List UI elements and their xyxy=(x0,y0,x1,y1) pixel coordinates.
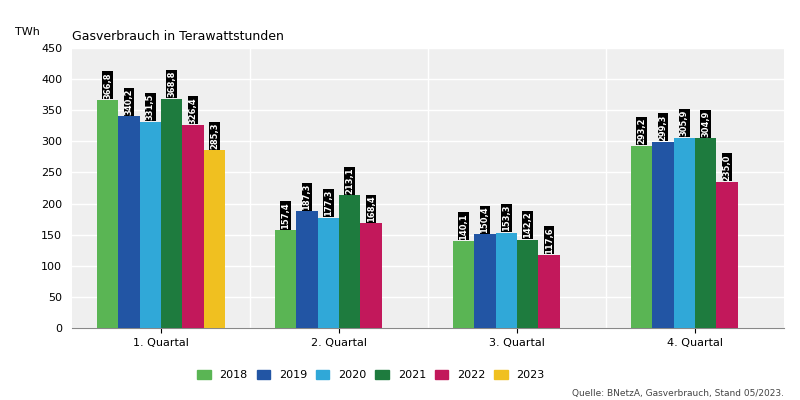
Bar xyxy=(182,125,204,328)
Bar xyxy=(161,98,182,328)
Text: 150,4: 150,4 xyxy=(481,206,490,233)
Text: 304,9: 304,9 xyxy=(701,111,710,137)
Bar xyxy=(496,233,517,328)
Bar xyxy=(695,138,716,328)
Bar xyxy=(517,240,538,328)
Text: 235,0: 235,0 xyxy=(722,154,731,180)
Bar xyxy=(140,122,161,328)
Text: 187,3: 187,3 xyxy=(302,184,311,210)
Bar xyxy=(631,146,652,328)
Bar xyxy=(318,218,339,328)
Text: 366,8: 366,8 xyxy=(103,72,112,98)
Legend: 2018, 2019, 2020, 2021, 2022, 2023: 2018, 2019, 2020, 2021, 2022, 2023 xyxy=(198,370,545,380)
Bar xyxy=(716,182,738,328)
Bar xyxy=(97,100,118,328)
Text: Quelle: BNetzA, Gasverbrauch, Stand 05/2023.: Quelle: BNetzA, Gasverbrauch, Stand 05/2… xyxy=(572,389,784,398)
Text: TWh: TWh xyxy=(15,27,40,37)
Bar xyxy=(204,150,225,328)
Text: 293,2: 293,2 xyxy=(637,118,646,144)
Bar xyxy=(296,212,318,328)
Text: 305,9: 305,9 xyxy=(680,110,689,136)
Bar xyxy=(275,230,296,328)
Text: 140,1: 140,1 xyxy=(459,213,468,240)
Bar xyxy=(652,142,674,328)
Text: 331,5: 331,5 xyxy=(146,94,155,120)
Text: 168,4: 168,4 xyxy=(366,195,375,222)
Text: 368,8: 368,8 xyxy=(167,71,176,97)
Bar xyxy=(474,234,496,328)
Bar xyxy=(360,223,382,328)
Text: 117,6: 117,6 xyxy=(545,227,554,254)
Text: 157,4: 157,4 xyxy=(281,202,290,229)
Text: 153,3: 153,3 xyxy=(502,205,511,231)
Text: Gasverbrauch in Terawattstunden: Gasverbrauch in Terawattstunden xyxy=(72,30,284,43)
Text: 285,3: 285,3 xyxy=(210,123,219,149)
Text: 213,1: 213,1 xyxy=(345,168,354,194)
Text: 299,3: 299,3 xyxy=(658,114,667,140)
Bar xyxy=(453,241,474,328)
Text: 142,2: 142,2 xyxy=(523,212,532,238)
Text: 177,3: 177,3 xyxy=(324,190,333,216)
Bar xyxy=(339,196,360,328)
Bar xyxy=(538,255,560,328)
Bar xyxy=(674,138,695,328)
Text: 340,2: 340,2 xyxy=(125,88,134,115)
Text: 326,4: 326,4 xyxy=(189,97,198,124)
Bar xyxy=(118,116,140,328)
